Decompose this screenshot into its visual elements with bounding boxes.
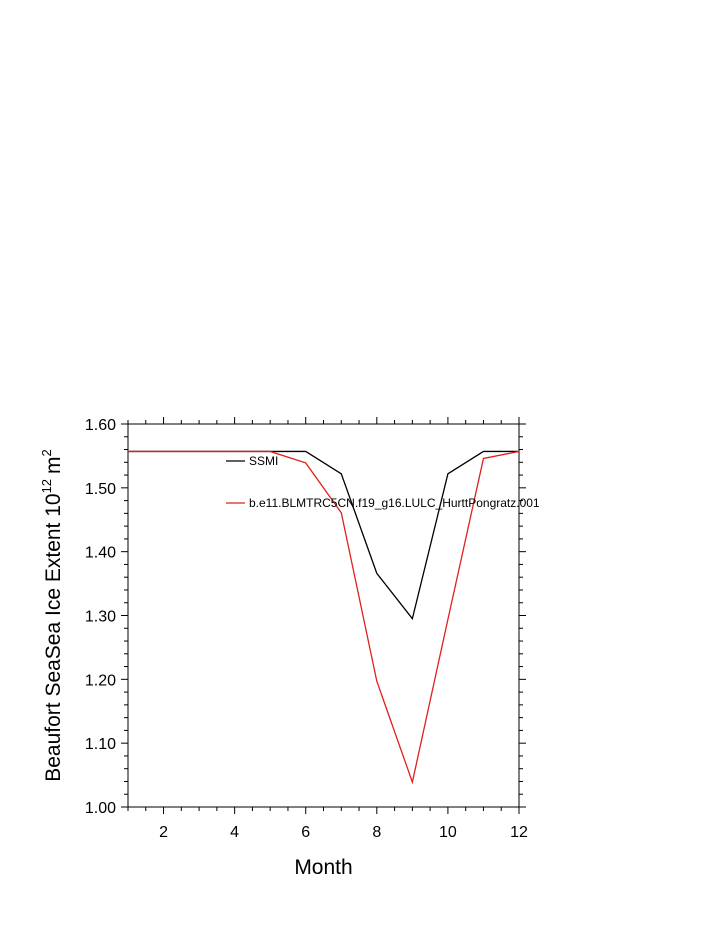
- y-tick-label: 1.40: [85, 545, 116, 562]
- y-axis-title-unit-exponent: 2: [39, 449, 54, 456]
- x-axis-tick-labels: 2 4 6 8 10 12: [159, 824, 528, 841]
- y-axis-title: Beaufort SeaSea Ice Extent 1012 m2: [39, 449, 65, 782]
- y-axis-title-main: Beaufort SeaSea Ice Extent 10: [42, 493, 65, 781]
- plot-frame: [127, 423, 520, 808]
- x-tick-label: 2: [159, 824, 168, 841]
- y-axis-tick-labels: 1.00 1.10 1.20 1.30 1.40 1.50 1.60: [85, 417, 116, 817]
- x-tick-label: 12: [510, 824, 528, 841]
- y-axis-title-exponent: 12: [39, 479, 54, 493]
- y-tick-label: 1.30: [85, 609, 116, 626]
- legend-label: SSMI: [249, 454, 278, 468]
- x-tick-label: 8: [372, 824, 381, 841]
- data-series: [128, 450, 520, 785]
- y-tick-label: 1.50: [85, 481, 116, 498]
- y-tick-label: 1.20: [85, 672, 116, 689]
- y-tick-label: 1.10: [85, 736, 116, 753]
- y-tick-label: 1.60: [85, 417, 116, 434]
- y-tick-label: 1.00: [85, 800, 116, 817]
- plot-area: [127, 423, 520, 808]
- x-tick-label: 4: [230, 824, 239, 841]
- x-tick-label: 6: [301, 824, 310, 841]
- axis-ticks: [121, 417, 526, 814]
- legend: SSMI b.e11.BLMTRC5CN.f19_g16.LULC_HurttPo…: [226, 454, 540, 510]
- series-line-1: [128, 450, 519, 621]
- x-tick-label: 10: [439, 824, 457, 841]
- x-axis-title: Month: [294, 856, 352, 879]
- series-line-2: [128, 450, 520, 785]
- legend-label: b.e11.BLMTRC5CN.f19_g16.LULC_HurttPongra…: [249, 496, 540, 510]
- y-axis-title-unit: m: [42, 456, 65, 474]
